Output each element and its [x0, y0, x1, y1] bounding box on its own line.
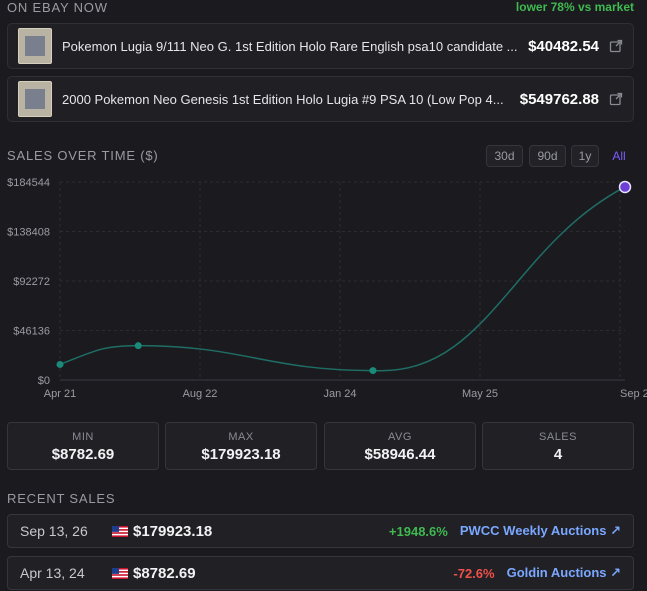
stat-label: MIN [72, 431, 94, 443]
ebay-listing[interactable]: 2000 Pokemon Neo Genesis 1st Edition Hol… [7, 76, 634, 122]
sales-chart-heading: SALES OVER TIME ($) [7, 148, 159, 163]
x-tick-label: Aug 22 [183, 388, 218, 400]
y-tick-label: $184544 [7, 177, 50, 189]
sales-series-line [59, 186, 626, 372]
listing-thumbnail [18, 28, 52, 64]
stat-label: SALES [539, 431, 577, 443]
us-flag-icon [112, 525, 128, 537]
latest-sale-point [618, 180, 632, 194]
x-tick-label: Sep 2 [620, 388, 647, 400]
listing-thumbnail [18, 81, 52, 117]
listing-price: $40482.54 [528, 37, 599, 55]
x-tick-label: Apr 21 [44, 388, 76, 400]
market-comparison-badge: lower 78% vs market [515, 0, 634, 14]
sale-point [56, 360, 64, 368]
external-link-icon[interactable] [609, 39, 623, 53]
range-90d-button[interactable]: 90d [529, 145, 566, 167]
listing-title: 2000 Pokemon Neo Genesis 1st Edition Hol… [62, 91, 504, 107]
stat-value: $8782.69 [51, 446, 115, 463]
x-tick-label: May 25 [462, 388, 498, 400]
stat-value: $179923.18 [201, 446, 281, 463]
y-tick-label: $0 [38, 375, 50, 387]
auction-house-link[interactable]: PWCC Weekly Auctions ↗ [459, 523, 621, 538]
stat-value: $58946.44 [364, 446, 436, 463]
sale-price: $8782.69 [133, 564, 196, 582]
sale-point [369, 367, 377, 375]
stat-avg: AVG $58946.44 [324, 422, 476, 470]
stat-value: 4 [553, 446, 563, 463]
ebay-heading: ON EBAY NOW [7, 0, 108, 15]
x-tick-label: Jan 24 [323, 388, 356, 400]
range-1y-button[interactable]: 1y [571, 145, 599, 167]
stat-max: MAX $179923.18 [165, 422, 317, 470]
y-tick-label: $46136 [13, 326, 50, 338]
stat-label: MAX [228, 431, 254, 443]
ebay-listing[interactable]: Pokemon Lugia 9/111 Neo G. 1st Edition H… [7, 23, 634, 69]
stat-min: MIN $8782.69 [7, 422, 159, 470]
us-flag-icon [112, 567, 128, 579]
range-all-button[interactable]: All [612, 149, 626, 163]
listing-title: Pokemon Lugia 9/111 Neo G. 1st Edition H… [62, 38, 518, 54]
sale-date: Apr 13, 24 [20, 565, 85, 581]
sale-point [134, 342, 142, 350]
recent-sales-heading: RECENT SALES [7, 491, 116, 506]
sale-price: $179923.18 [133, 522, 213, 540]
range-30d-button[interactable]: 30d [486, 145, 523, 167]
external-link-icon[interactable] [609, 92, 623, 106]
stat-sales-count: SALES 4 [482, 422, 634, 470]
stat-label: AVG [388, 431, 412, 443]
auction-house-link[interactable]: Goldin Auctions ↗ [506, 565, 621, 580]
sale-change-percent: +1948.6% [388, 523, 448, 539]
y-tick-label: $92272 [13, 276, 50, 288]
sale-date: Sep 13, 26 [20, 523, 88, 539]
sales-line-chart: $0 $46136 $92272 $138408 $184544 Apr 21 Aug 2… [7, 177, 647, 400]
listing-price: $549762.88 [519, 90, 599, 108]
y-tick-label: $138408 [7, 227, 50, 239]
sale-row[interactable]: Apr 13, 24 $8782.69 -72.6% Goldin Auctio… [7, 556, 634, 590]
sale-change-percent: -72.6% [453, 565, 495, 581]
sale-row[interactable]: Sep 13, 26 $179923.18 +1948.6% PWCC Week… [7, 514, 634, 548]
